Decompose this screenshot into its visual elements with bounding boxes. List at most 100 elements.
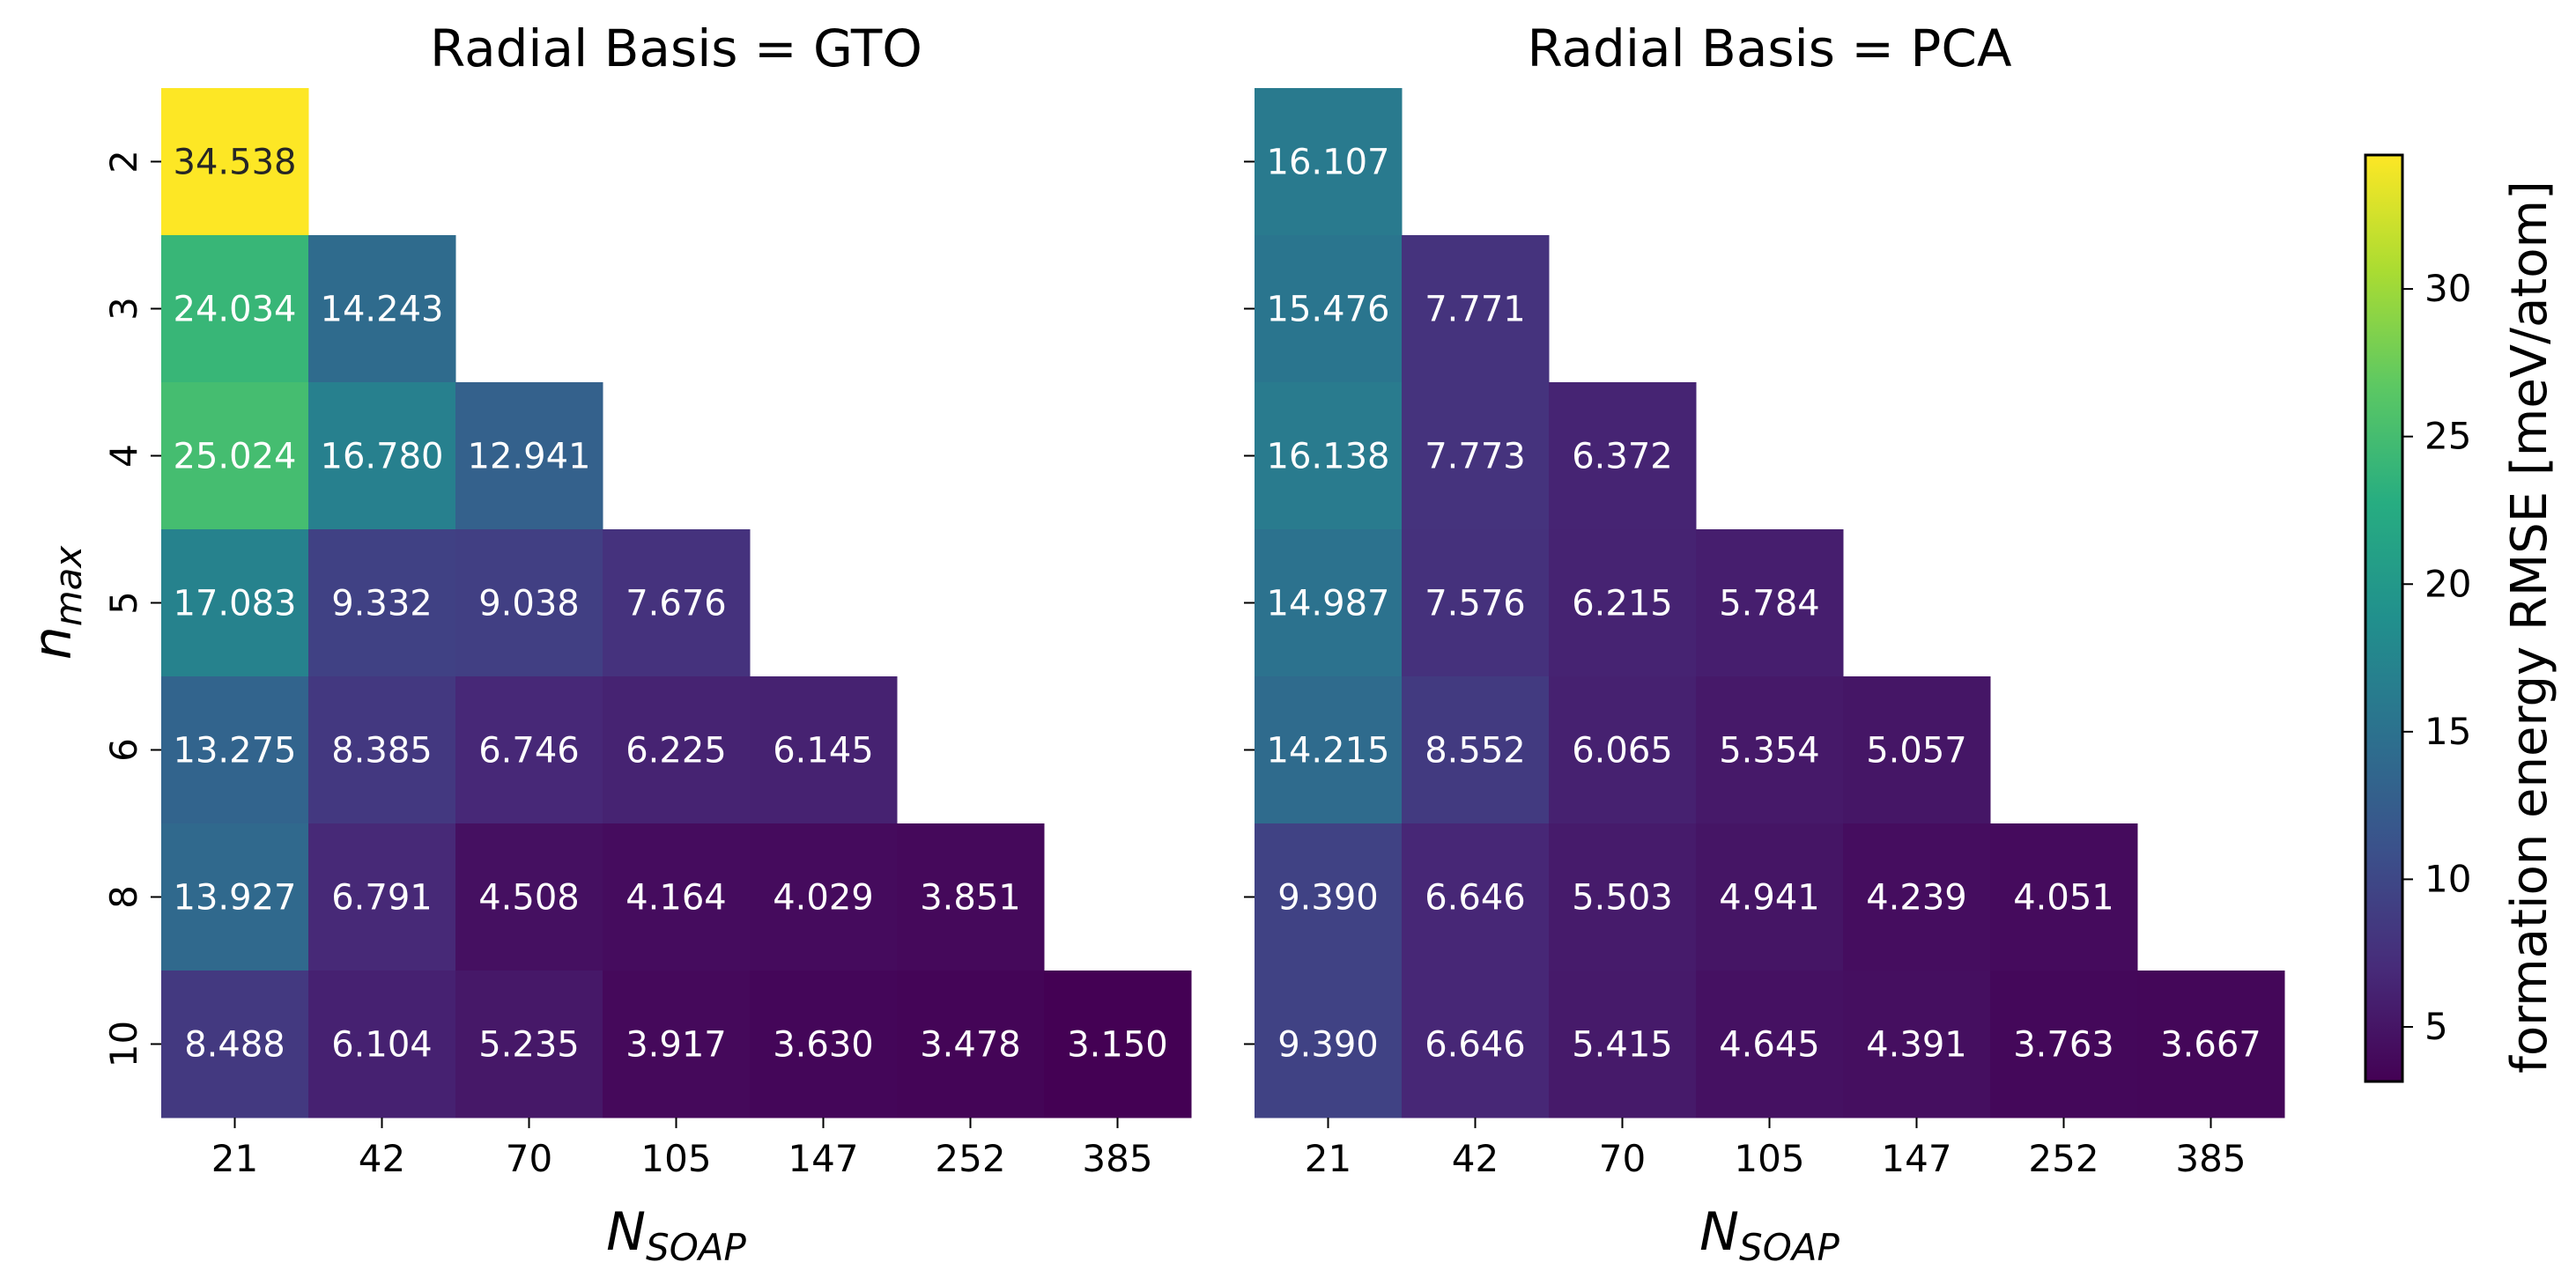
colorbar: 5 10 15 20 25 30 formation energy RMSE [meV/at… [2364, 153, 2558, 1083]
cell-value-label: 4.239 [1866, 878, 1967, 919]
heatmap-cell [1696, 676, 1844, 824]
x-tick-label: 70 [506, 1137, 552, 1180]
heatmap-cell [2137, 971, 2285, 1118]
heatmap-cell [1843, 676, 1991, 824]
cell-value-label: 4.508 [478, 878, 580, 919]
heatmap-cell [1255, 88, 1403, 236]
heatmap-cell [1696, 971, 1844, 1118]
heatmap-cell [1549, 823, 1697, 971]
panel-title: Radial Basis = GTO [430, 18, 922, 78]
heatmap-cell [1255, 235, 1403, 383]
y-tick-label: 3 [102, 297, 145, 321]
heatmap-cell [455, 823, 603, 971]
y-tick-label: 5 [102, 591, 145, 615]
heatmap-cell [455, 382, 603, 530]
heatmap-cell [455, 676, 603, 824]
cell-value-label: 3.917 [625, 1025, 727, 1066]
cell-value-label: 8.552 [1425, 731, 1526, 771]
heatmap-cell [161, 235, 309, 383]
cell-value-label: 5.503 [1572, 878, 1673, 919]
cell-value-label: 5.784 [1719, 584, 1820, 624]
cell-value-label: 3.150 [1067, 1025, 1168, 1066]
cell-value-label: 6.791 [331, 878, 433, 919]
x-tick-label: 70 [1599, 1137, 1646, 1180]
cell-value-label: 3.763 [2013, 1025, 2114, 1066]
cell-value-label: 6.145 [773, 731, 874, 771]
cell-value-label: 12.941 [468, 437, 591, 477]
heatmap-cell [1255, 382, 1403, 530]
heatmap-cell [1843, 971, 1991, 1118]
heatmap-cell [308, 676, 456, 824]
cell-value-label: 16.780 [321, 437, 444, 477]
cell-value-label: 16.107 [1267, 143, 1390, 183]
colorbar-tick-label: 20 [2424, 562, 2471, 605]
heatmap-cell [1990, 823, 2138, 971]
heatmap-cell [897, 823, 1045, 971]
cell-value-label: 6.746 [478, 731, 580, 771]
heatmap-cell [603, 971, 751, 1118]
heatmap-cell [161, 823, 309, 971]
cell-value-label: 3.630 [773, 1025, 874, 1066]
cell-value-label: 6.104 [331, 1025, 433, 1066]
x-tick-label: 42 [1452, 1137, 1499, 1180]
heatmap-cell [897, 971, 1045, 1118]
heatmap-cell [750, 676, 898, 824]
heatmap-cell [161, 529, 309, 677]
cell-value-label: 14.243 [321, 290, 444, 330]
cell-value-label: 8.488 [184, 1025, 285, 1066]
heatmap-cell [1402, 823, 1550, 971]
cell-value-label: 17.083 [174, 584, 297, 624]
cell-value-label: 4.645 [1719, 1025, 1820, 1066]
cell-value-label: 14.215 [1267, 731, 1390, 771]
cell-value-label: 13.927 [174, 878, 297, 919]
heatmap-cell [1255, 971, 1403, 1118]
cell-value-label: 7.773 [1425, 437, 1526, 477]
heatmap-cell [1843, 823, 1991, 971]
y-tick-label: 10 [102, 1021, 145, 1067]
cell-value-label: 5.415 [1572, 1025, 1673, 1066]
heatmap-cell [1402, 676, 1550, 824]
cell-value-label: 4.391 [1866, 1025, 1967, 1066]
heatmap-cell [603, 529, 751, 677]
heatmap-cell [1402, 235, 1550, 383]
y-axis-label-main: n [22, 626, 84, 660]
y-tick-label: 8 [102, 885, 145, 909]
x-tick-label: 252 [2028, 1137, 2099, 1180]
cell-value-label: 4.164 [625, 878, 727, 919]
cell-value-label: 24.034 [174, 290, 297, 330]
cell-value-label: 3.478 [920, 1025, 1021, 1066]
cell-value-label: 4.941 [1719, 878, 1820, 919]
heatmap-cell [308, 382, 456, 530]
heatmap-cell [308, 971, 456, 1118]
x-axis-label: NSOAP [606, 1201, 746, 1269]
x-tick-label: 21 [211, 1137, 258, 1180]
cell-value-label: 4.051 [2013, 878, 2114, 919]
cell-value-label: 5.057 [1866, 731, 1967, 771]
heatmap-cell [1255, 676, 1403, 824]
heatmap-cell [1990, 971, 2138, 1118]
x-axis-label-main: N [606, 1201, 646, 1263]
heatmap-cell [1402, 529, 1550, 677]
colorbar-tick-label: 10 [2424, 857, 2471, 900]
heatmap-panel-2: Radial Basis = PCA 16.107 15.476 7.771 16.13… [1244, 18, 2285, 1269]
cell-value-label: 34.538 [174, 143, 297, 183]
x-tick-label: 147 [1881, 1137, 1951, 1180]
heatmap-cell [308, 529, 456, 677]
heatmap-cell [455, 971, 603, 1118]
cell-value-label: 9.390 [1277, 1025, 1379, 1066]
cell-value-label: 7.771 [1425, 290, 1526, 330]
heatmap-cell [603, 823, 751, 971]
cell-value-label: 6.646 [1425, 878, 1526, 919]
x-axis-label: NSOAP [1699, 1201, 1839, 1269]
cell-value-label: 6.372 [1572, 437, 1673, 477]
heatmap-cell [1255, 529, 1403, 677]
heatmap-cell [308, 235, 456, 383]
x-axis-label-sub: SOAP [1739, 1226, 1839, 1269]
cell-value-label: 4.029 [773, 878, 874, 919]
x-axis-label-main: N [1699, 1201, 1739, 1263]
heatmap-cell [161, 971, 309, 1118]
heatmap-cell [1696, 529, 1844, 677]
heatmap-cell [1402, 382, 1550, 530]
